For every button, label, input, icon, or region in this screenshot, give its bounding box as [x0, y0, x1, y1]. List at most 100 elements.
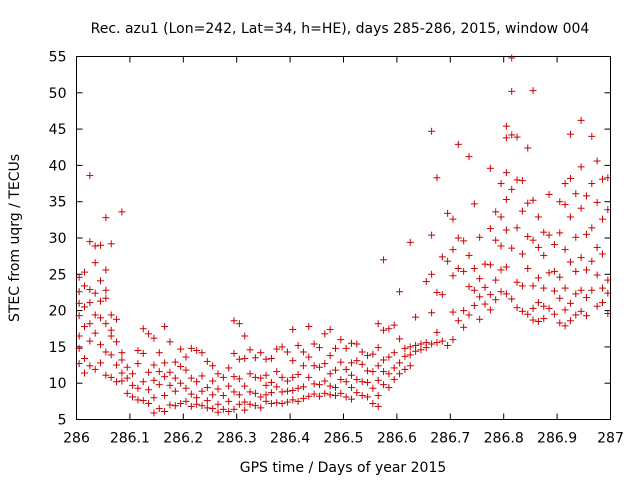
data-point: [267, 389, 275, 397]
data-point: [342, 378, 350, 386]
data-point: [353, 376, 361, 384]
data-point: [139, 349, 147, 357]
data-point: [449, 215, 457, 223]
data-point: [428, 127, 436, 135]
data-point: [529, 282, 537, 290]
data-point: [113, 361, 121, 369]
data-point: [139, 397, 147, 405]
data-point: [337, 376, 345, 384]
data-point: [273, 383, 281, 391]
data-point: [331, 392, 339, 400]
data-point: [353, 389, 361, 397]
data-point: [225, 397, 233, 405]
x-tick-label: 286.6: [377, 431, 417, 447]
x-tick-label: 286.1: [110, 431, 150, 447]
data-point: [342, 393, 350, 401]
data-point: [198, 402, 206, 410]
data-point: [390, 376, 398, 384]
data-point: [369, 368, 377, 376]
data-point: [166, 338, 174, 346]
data-point: [294, 341, 302, 349]
data-point: [428, 309, 436, 317]
data-point: [267, 378, 275, 386]
data-point: [550, 287, 558, 295]
data-point: [139, 325, 147, 333]
data-point: [444, 257, 452, 265]
data-point: [529, 236, 537, 244]
data-point: [102, 286, 110, 294]
data-point: [246, 346, 254, 354]
data-point: [182, 353, 190, 361]
data-point: [75, 288, 83, 296]
data-point: [353, 357, 361, 365]
data-point: [193, 400, 201, 408]
data-point: [588, 132, 596, 140]
data-point: [315, 344, 323, 352]
data-point: [315, 381, 323, 389]
data-point: [209, 391, 217, 399]
data-point: [534, 213, 542, 221]
data-point: [241, 355, 249, 363]
data-point: [134, 396, 142, 404]
data-point: [492, 296, 500, 304]
data-point: [390, 349, 398, 357]
data-point: [406, 238, 414, 246]
data-point: [326, 325, 334, 333]
data-point: [561, 322, 569, 330]
data-point: [118, 377, 126, 385]
data-point: [321, 330, 329, 338]
data-point: [262, 355, 270, 363]
data-point: [326, 352, 334, 360]
x-tick-label: 287: [597, 431, 624, 447]
data-point: [358, 360, 366, 368]
data-point: [422, 344, 430, 352]
data-point: [593, 243, 601, 251]
data-point: [150, 409, 158, 417]
data-point: [81, 282, 89, 290]
data-point: [577, 163, 585, 171]
data-point: [550, 310, 558, 318]
data-point: [113, 338, 121, 346]
data-point: [118, 356, 126, 364]
data-point: [556, 273, 564, 281]
data-point: [470, 302, 478, 310]
data-point: [460, 237, 468, 245]
data-point: [524, 199, 532, 207]
data-point: [566, 258, 574, 266]
data-point: [97, 241, 105, 249]
data-point: [155, 349, 163, 357]
data-point: [380, 356, 388, 364]
data-point: [428, 231, 436, 239]
data-point: [225, 408, 233, 416]
data-point: [497, 266, 505, 274]
data-point: [593, 271, 601, 279]
data-point: [278, 373, 286, 381]
data-point: [75, 299, 83, 307]
data-point: [283, 387, 291, 395]
data-point: [235, 355, 243, 363]
data-point: [396, 288, 404, 296]
data-point: [598, 299, 606, 307]
data-point: [134, 360, 142, 368]
data-point: [241, 398, 249, 406]
data-point: [534, 243, 542, 251]
data-point: [150, 361, 158, 369]
data-point: [198, 349, 206, 357]
data-point: [406, 343, 414, 351]
data-point: [513, 224, 521, 232]
data-point: [182, 397, 190, 405]
data-point: [561, 246, 569, 254]
data-point: [305, 373, 313, 381]
data-point: [235, 391, 243, 399]
data-point: [166, 368, 174, 376]
data-point: [145, 368, 153, 376]
data-point: [310, 362, 318, 370]
data-point: [107, 332, 115, 340]
data-point: [86, 172, 94, 180]
data-point: [348, 371, 356, 379]
data-point: [476, 293, 484, 301]
data-point: [545, 304, 553, 312]
x-tick-label: 286.2: [163, 431, 203, 447]
data-point: [486, 225, 494, 233]
data-point: [556, 229, 564, 237]
